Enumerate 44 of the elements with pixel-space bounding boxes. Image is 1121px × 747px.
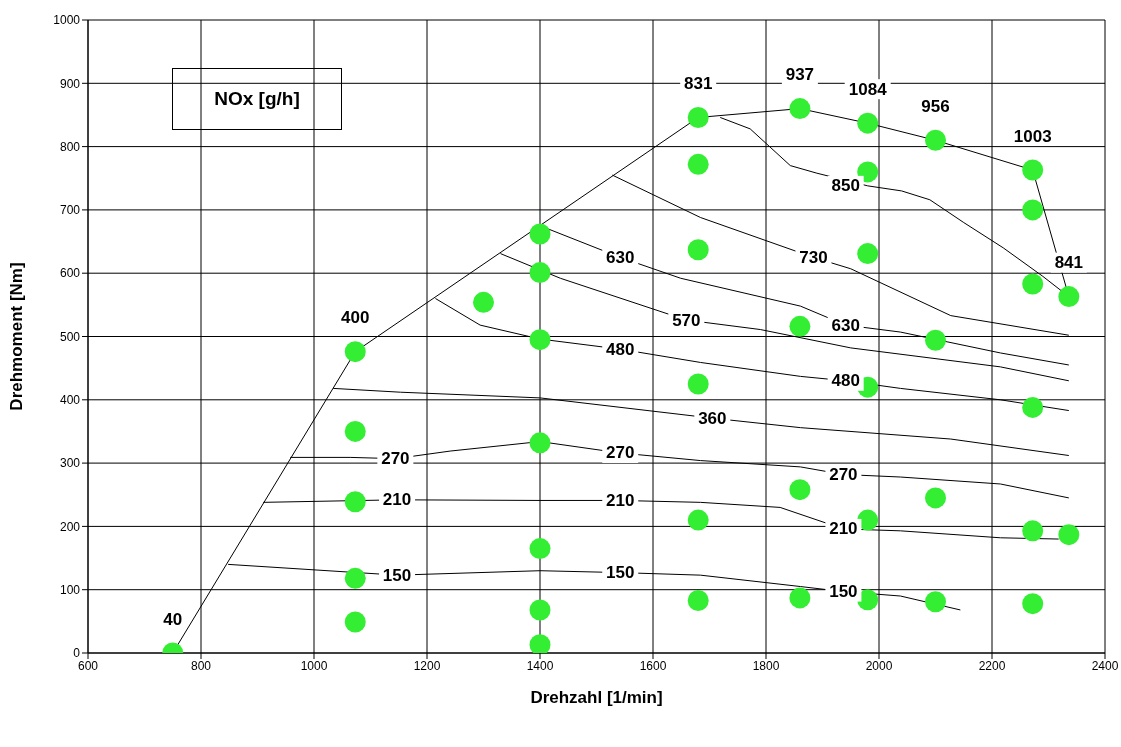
annotation: 150 [382, 565, 412, 585]
annotation: 40 [163, 609, 183, 629]
annotation: 400 [341, 308, 370, 328]
y-tick-label: 200 [59, 519, 81, 534]
annotation: 850 [831, 176, 860, 196]
x-tick-label: 1000 [300, 658, 328, 673]
x-tick-label: 1400 [526, 658, 554, 673]
title-box: NOx [g/h] [172, 68, 342, 130]
annotation: 1084 [848, 79, 888, 99]
y-axis-title: Drehmoment [Nm] [7, 262, 27, 411]
x-tick-label: 1600 [639, 658, 667, 673]
y-tick-label: 100 [59, 582, 81, 597]
x-tick-label: 800 [190, 658, 212, 673]
x-tick-label: 1800 [752, 658, 780, 673]
y-tick-label: 0 [73, 646, 81, 661]
annotation: 1003 [1013, 126, 1052, 146]
annotation: 730 [799, 247, 828, 267]
annotation: 150 [606, 563, 635, 583]
annotation: 570 [672, 310, 701, 330]
x-tick-label: 2000 [865, 658, 893, 673]
y-tick-label: 600 [59, 266, 81, 281]
y-tick-label: 700 [59, 203, 81, 218]
x-axis-title: Drehzahl [1/min] [530, 688, 663, 707]
annotation: 831 [684, 73, 713, 93]
y-tick-label: 500 [59, 329, 81, 344]
annotation: 480 [606, 339, 635, 359]
annotation: 210 [606, 490, 635, 510]
x-tick-label: 600 [77, 658, 99, 673]
annotation: 360 [698, 408, 727, 428]
x-tick-label: 2400 [1091, 658, 1119, 673]
annotation: 937 [785, 65, 815, 85]
annotation: 841 [1054, 253, 1084, 273]
annotation: 270 [829, 464, 858, 484]
y-tick-label: 300 [59, 456, 81, 471]
y-tick-label: 800 [59, 139, 81, 154]
annotation: 956 [921, 96, 950, 116]
annotation: 630 [606, 247, 635, 267]
y-tick-label: 900 [59, 76, 81, 91]
x-tick-label: 1200 [413, 658, 441, 673]
y-tick-label: 400 [59, 393, 81, 408]
annotation: 210 [382, 490, 412, 510]
x-tick-label: 2200 [978, 658, 1006, 673]
annotation: 630 [831, 315, 860, 335]
y-tick-label: 1000 [53, 13, 81, 28]
